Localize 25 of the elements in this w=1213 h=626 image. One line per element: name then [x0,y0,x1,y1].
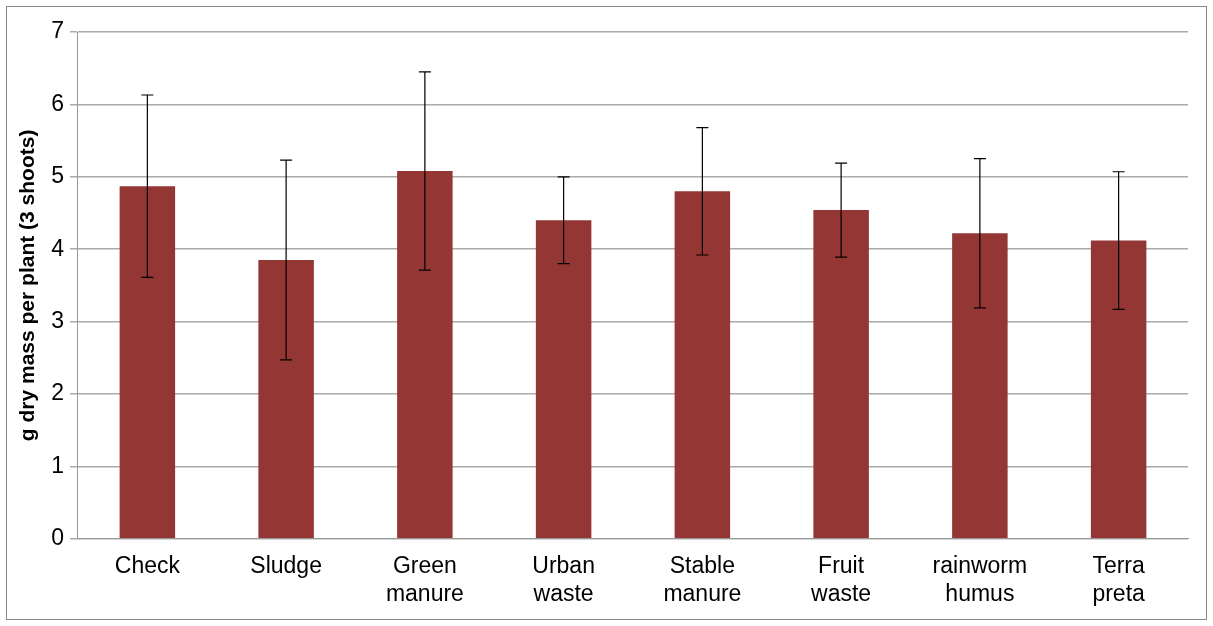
x-tick-label: Terra preta [1092,551,1146,606]
bar [535,220,592,539]
y-tick-label: 7 [51,17,64,44]
y-tick-label: 3 [51,306,64,333]
y-tick-label: 0 [51,524,64,551]
x-tick-label: Stable manure [663,551,742,606]
x-tick-label: Check [114,551,181,578]
bar [119,186,176,539]
y-tick-label: 4 [51,234,65,261]
x-tick-label: Urban waste [532,551,595,606]
bar [1090,240,1147,539]
x-tick-label: Sludge [250,551,322,578]
y-axis-title: g dry mass per plant (3 shoots) [15,129,39,442]
x-tick-label: rainworm humus [932,551,1028,606]
y-tick-label: 1 [51,451,64,478]
bar [674,191,731,539]
bar [813,210,869,539]
bar [952,233,1008,539]
y-tick-label: 2 [51,379,64,406]
x-tick-label: Green manure [385,551,464,606]
bar [258,260,314,539]
x-tick-label: Fruit waste [810,551,872,606]
y-tick-label: 6 [51,89,64,116]
bar [397,171,453,539]
y-tick-label: 5 [51,162,64,189]
